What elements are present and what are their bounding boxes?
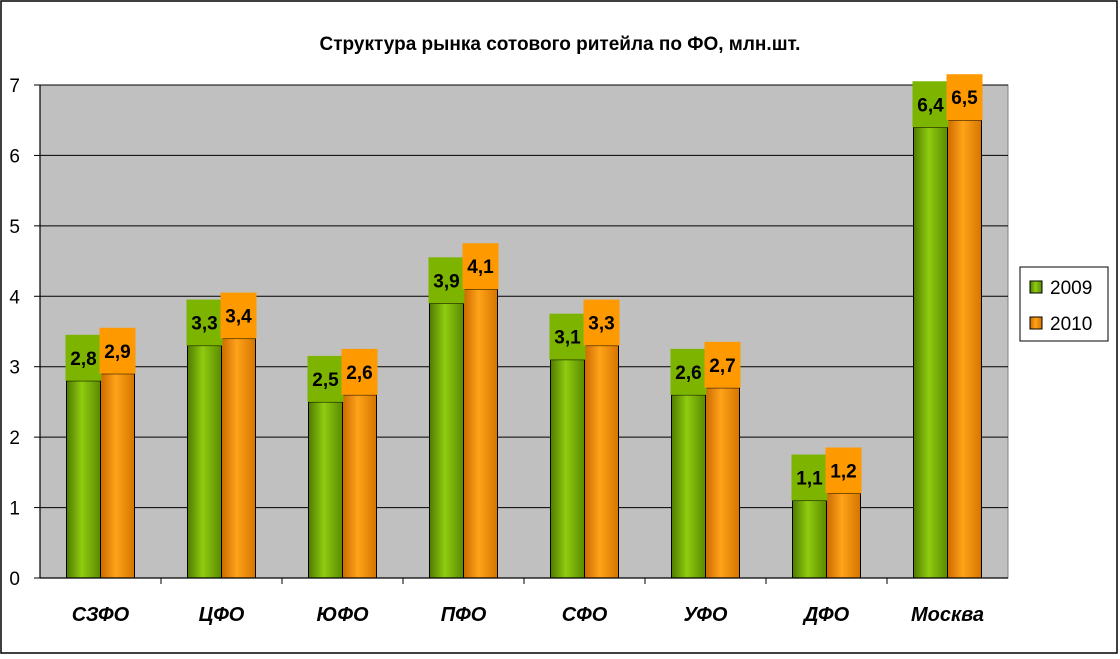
bar-2010	[584, 345, 619, 579]
data-label-box	[912, 81, 949, 128]
data-label: 6,4	[917, 95, 944, 116]
bar-2009	[792, 500, 827, 579]
y-tick-label: 5	[9, 217, 20, 238]
bar-2010	[342, 394, 377, 579]
legend-label: 2009	[1050, 278, 1092, 299]
bar-2009	[913, 126, 948, 579]
y-tick-label: 6	[9, 146, 20, 167]
data-label-box	[791, 454, 828, 501]
bars	[66, 119, 982, 579]
data-label: 2,5	[312, 370, 339, 391]
data-label: 1,2	[830, 461, 856, 482]
axes: 0 1 2 3 4 5 6 7 СЗФО ЦФО ЮФО ПФО СФО УФО ДФО Москва	[9, 76, 1008, 626]
data-label: 3,1	[554, 328, 581, 349]
legend-swatch-2010	[1029, 316, 1043, 330]
data-label-box	[186, 299, 223, 346]
data-label-box	[549, 313, 586, 360]
y-tick-label: 4	[9, 287, 20, 308]
y-tick-label: 2	[9, 428, 20, 449]
bar-2010	[100, 373, 135, 579]
y-tick-label: 7	[9, 76, 20, 97]
data-label-box	[428, 257, 465, 304]
bar-2010	[221, 338, 256, 579]
data-label: 3,4	[225, 307, 252, 328]
x-tick-label: ДФО	[802, 604, 850, 626]
bar-2009	[187, 345, 222, 579]
bar-2009	[671, 394, 706, 579]
data-label: 3,3	[588, 314, 614, 335]
y-tick-label: 0	[9, 569, 20, 590]
x-tick-label: ЦФО	[199, 604, 245, 626]
data-label-box	[99, 327, 136, 374]
x-tick-label: Москва	[911, 604, 984, 626]
data-label-box	[341, 348, 378, 395]
data-label-box	[825, 447, 862, 494]
data-label: 2,6	[346, 363, 372, 384]
x-tick-label: СЗФО	[72, 604, 130, 626]
data-label: 3,9	[433, 271, 459, 292]
legend: 2009 2010	[1019, 266, 1109, 342]
x-tick-label: СФО	[562, 604, 608, 626]
bar-2009	[429, 302, 464, 579]
bar-2010	[826, 492, 861, 579]
bar-2010	[463, 288, 498, 579]
data-label: 2,8	[70, 349, 96, 370]
data-label-box	[462, 243, 499, 290]
bar-2009	[66, 380, 101, 579]
data-label-box	[670, 348, 707, 395]
x-tick-label: УФО	[684, 604, 728, 626]
legend-swatch-2009	[1029, 280, 1043, 294]
data-label: 2,7	[709, 356, 735, 377]
bar-2009	[308, 401, 343, 579]
data-label-box	[583, 299, 620, 346]
bar-2010	[947, 119, 982, 579]
data-label: 3,3	[191, 314, 217, 335]
data-label-box	[946, 74, 983, 121]
data-label: 1,1	[796, 469, 823, 490]
bar-2010	[705, 387, 740, 579]
data-labels: 2,8 2,9 3,3 3,4 2,5 2,6 3,9 4,1 3,1 3,3 2,6 2,7 1,1 1…	[65, 74, 983, 501]
data-label: 4,1	[467, 257, 494, 278]
plot-area	[39, 84, 1009, 579]
data-label: 2,9	[104, 342, 130, 363]
data-label-box	[307, 355, 344, 402]
data-label: 2,6	[675, 363, 701, 384]
y-tick-label: 3	[9, 358, 20, 379]
data-label-box	[704, 341, 741, 388]
data-label: 6,5	[951, 88, 978, 109]
data-label-box	[220, 292, 257, 339]
bar-2009	[550, 359, 585, 579]
x-tick-label: ЮФО	[316, 604, 368, 626]
data-label-box	[65, 334, 102, 381]
chart-title: Структура рынка сотового ритейла по ФО, …	[320, 34, 801, 55]
y-tick-label: 1	[9, 499, 20, 520]
legend-label: 2010	[1050, 314, 1092, 335]
x-tick-label: ПФО	[441, 604, 487, 626]
